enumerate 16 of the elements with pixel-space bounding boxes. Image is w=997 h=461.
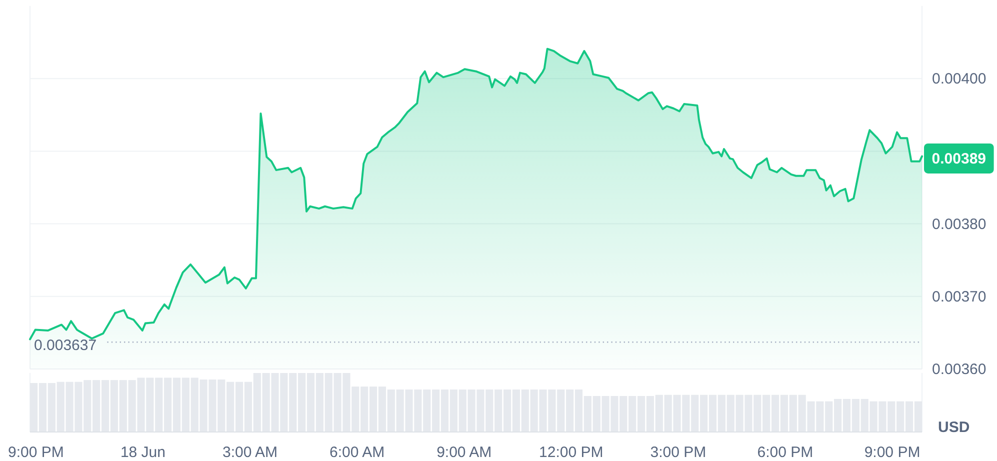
y-tick-label: 0.00370	[932, 288, 986, 305]
y-tick-label: 0.00360	[932, 360, 986, 378]
y-tick-label: 0.00400	[932, 70, 986, 88]
y-axis-title: USD	[938, 418, 970, 436]
x-tick-label: 9:00 PM	[864, 444, 920, 460]
annotation: 0.00389	[932, 150, 986, 167]
x-tick-label: 9:00 AM	[436, 444, 492, 460]
x-tick-label: 6:00 AM	[330, 444, 385, 460]
x-tick-label: 3:00 PM	[650, 444, 706, 460]
x-tick-label: 18 Jun	[120, 444, 166, 460]
x-tick-label: 9:00 PM	[8, 444, 64, 460]
x-tick-label: 12:00 PM	[539, 444, 604, 460]
ref-line-label: 0.003637	[34, 336, 97, 354]
x-tick-label: 3:00 AM	[222, 444, 278, 460]
y-tick-label: 0.00380	[932, 215, 986, 232]
x-tick-label: 6:00 PM	[757, 444, 814, 460]
